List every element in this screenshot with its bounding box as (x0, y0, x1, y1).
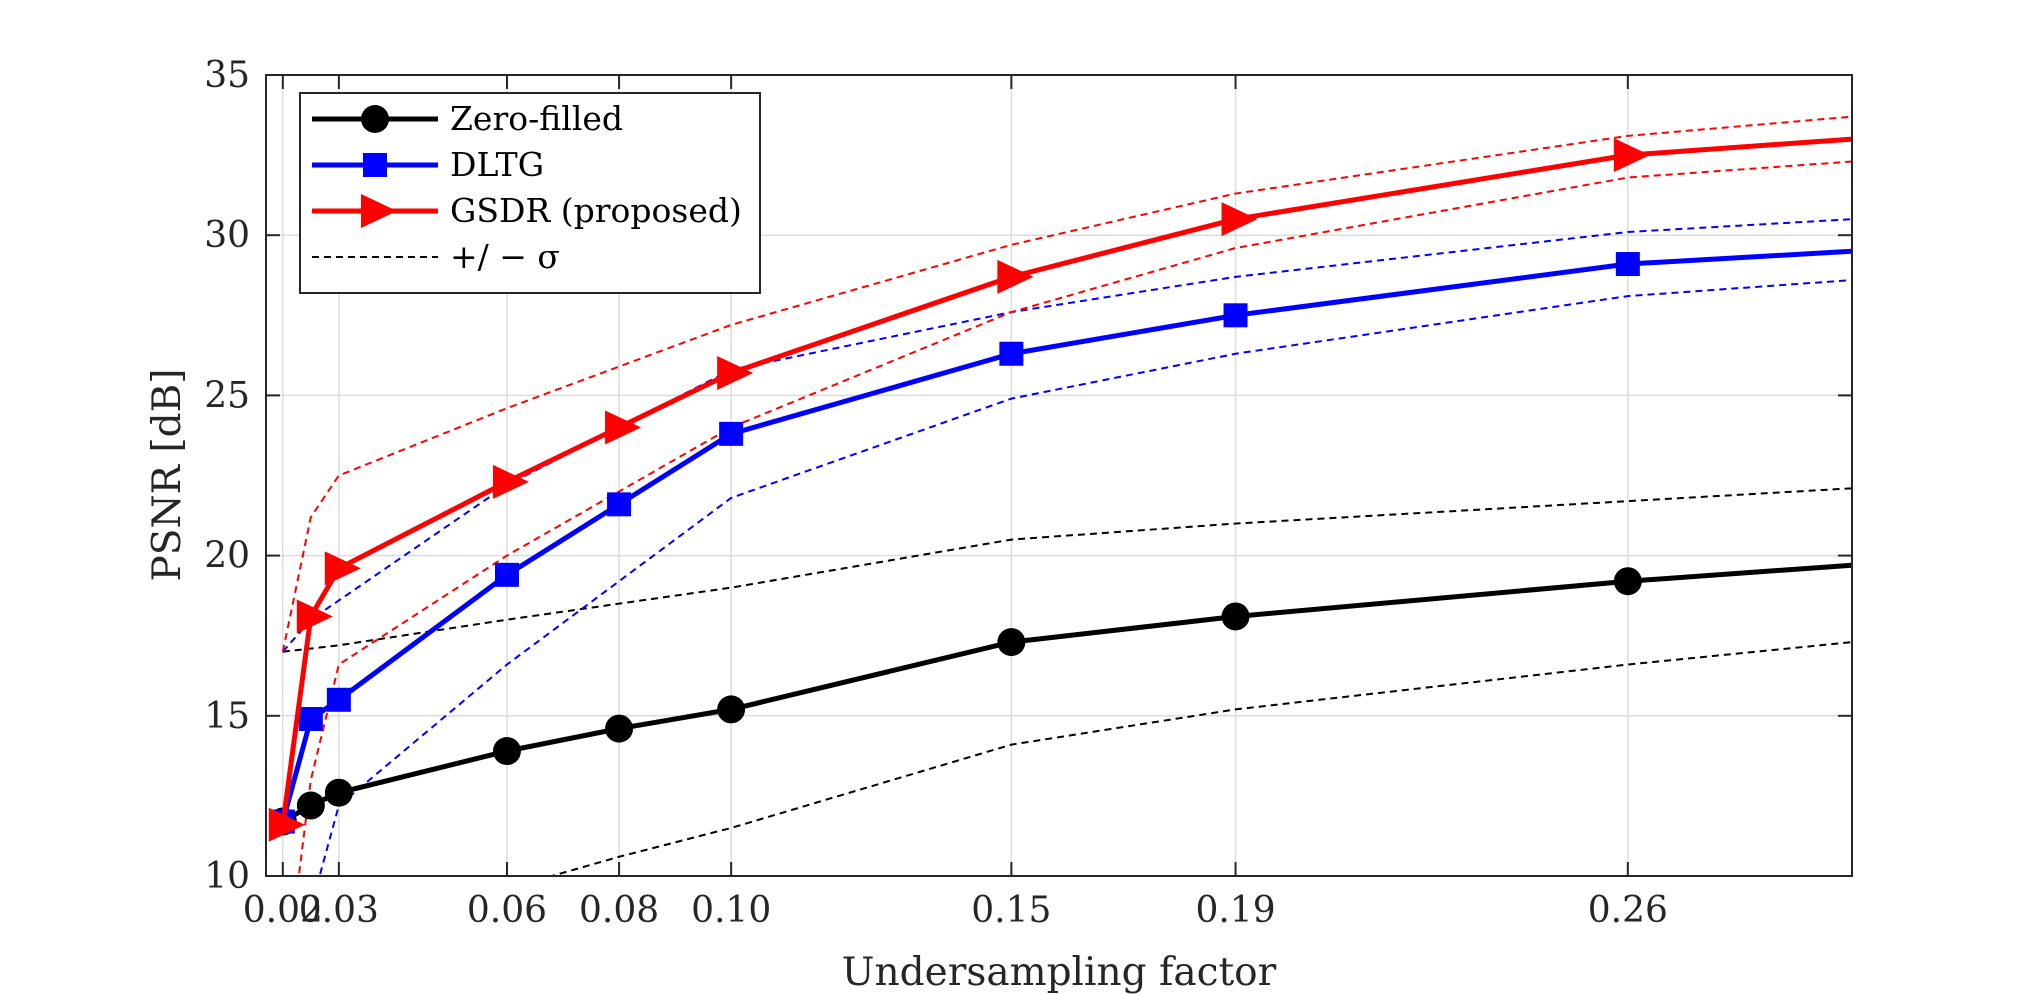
legend-label-dltg: DLTG (450, 145, 544, 184)
data-point-gsdr-proposed (268, 807, 305, 842)
sigma-lower-zero-filled (548, 641, 1852, 876)
sigma-upper-zero-filled (282, 487, 1852, 653)
y-tick-label: 25 (204, 375, 250, 416)
y-tick-label: 30 (204, 215, 250, 256)
x-tick-label: 0.06 (467, 890, 547, 931)
series-line-gsdr-proposed (280, 136, 1852, 826)
y-tick-label: 10 (204, 856, 250, 897)
legend-label-sigma: +/ − σ (450, 237, 560, 276)
x-tick-label: 0.08 (579, 890, 659, 931)
x-axis-label: Undersampling factor (842, 950, 1277, 994)
data-point-zero-filled (1221, 602, 1250, 631)
sigma-upper-gsdr-proposed (281, 115, 1852, 652)
x-tick-label: 0.19 (1195, 890, 1275, 931)
plot-frame (265, 74, 1853, 877)
data-point-gsdr-proposed (1613, 138, 1650, 173)
legend-marker-dltg (363, 153, 387, 177)
data-point-zero-filled (717, 695, 746, 724)
data-point-dltg (1223, 303, 1248, 328)
sigma-lower-gsdr-proposed (297, 160, 1852, 876)
legend-label-gsdr-proposed: GSDR (proposed) (450, 191, 742, 230)
x-tick-label: 0.03 (299, 890, 379, 931)
data-point-dltg (607, 492, 632, 517)
y-tick-label: 15 (204, 696, 250, 737)
data-point-gsdr-proposed (296, 599, 333, 634)
y-tick-label: 20 (204, 536, 250, 577)
data-point-gsdr-proposed (605, 410, 642, 445)
x-tick-label: 0.02 (243, 890, 323, 931)
series-line-zero-filled (281, 562, 1852, 824)
data-point-gsdr-proposed (717, 355, 754, 390)
sigma-lower-dltg (318, 279, 1852, 876)
axes-layer (265, 74, 1853, 877)
data-point-gsdr-proposed (324, 551, 361, 586)
data-point-dltg (999, 341, 1024, 366)
data-point-zero-filled (296, 791, 325, 820)
x-tick-label: 0.15 (971, 890, 1051, 931)
data-point-dltg (298, 707, 323, 732)
y-axis-label: PSNR [dB] (145, 369, 190, 582)
x-tick-label: 0.10 (691, 890, 771, 931)
data-point-dltg (1615, 252, 1640, 277)
legend-marker-gsdr-proposed (361, 194, 397, 228)
data-point-dltg (326, 687, 351, 712)
data-point-zero-filled (324, 778, 353, 807)
legend-marker-zero-filled (361, 105, 389, 133)
data-point-gsdr-proposed (492, 464, 529, 499)
legend: Zero-filled DLTG GSDR (proposed) +/ − σ (299, 92, 761, 294)
data-point-zero-filled (605, 714, 634, 743)
series-line-dltg (280, 248, 1852, 823)
ticks-layer: 0.020.03 0.06 0.08 0.10 0.15 0.19 0.26 10 15 20 25… (204, 55, 1852, 931)
data-point-gsdr-proposed (1221, 202, 1258, 237)
y-tick-label: 35 (204, 55, 250, 96)
data-point-zero-filled (1613, 567, 1642, 596)
data-point-dltg (494, 562, 519, 587)
series-layer (268, 136, 1852, 842)
data-point-gsdr-proposed (997, 259, 1034, 294)
x-tick-label: 0.26 (1588, 890, 1668, 931)
data-point-zero-filled (997, 628, 1026, 657)
data-point-dltg (719, 421, 744, 446)
legend-label-zero-filled: Zero-filled (450, 99, 623, 138)
data-point-zero-filled (492, 737, 521, 766)
